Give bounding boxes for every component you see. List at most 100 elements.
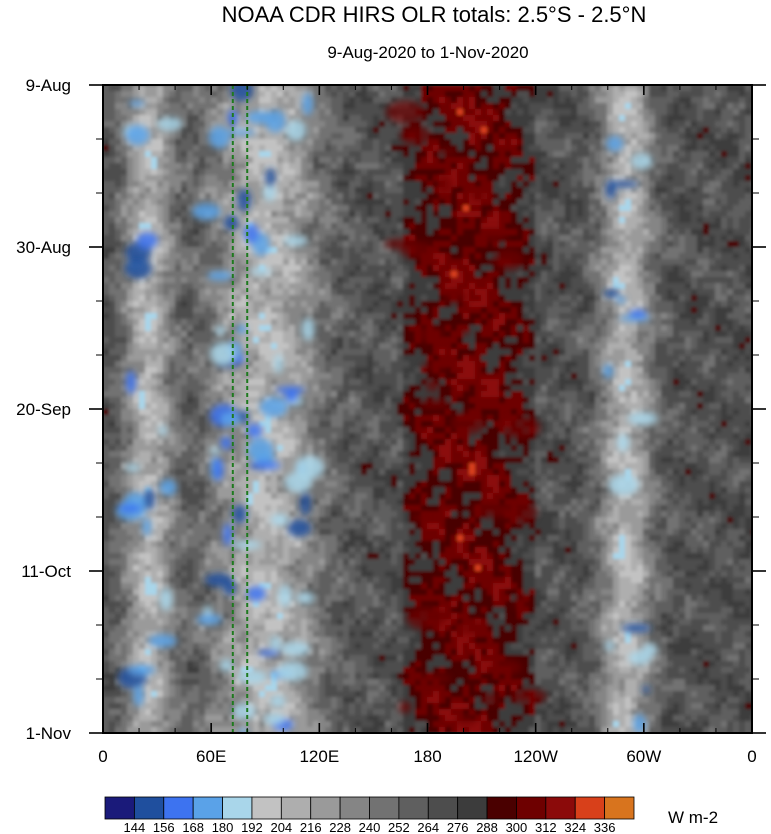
olr-cell (541, 343, 548, 350)
olr-cell (595, 289, 602, 296)
olr-cell (127, 121, 134, 128)
olr-cell (739, 115, 746, 122)
olr-cell (121, 175, 128, 182)
olr-cell (655, 325, 662, 332)
olr-cell (625, 121, 632, 128)
olr-cell (235, 109, 242, 116)
olr-cell (211, 223, 218, 230)
olr-cell (685, 235, 692, 242)
olr-cell (199, 181, 206, 188)
olr-cell (181, 307, 188, 314)
olr-cell (667, 85, 674, 92)
olr-cell (517, 283, 524, 290)
olr-cell (541, 241, 548, 248)
olr-cell (739, 265, 746, 272)
olr-cell (145, 223, 152, 230)
olr-cell (601, 301, 608, 308)
olr-cell (307, 163, 314, 170)
olr-cell (109, 115, 116, 122)
olr-cell (451, 103, 458, 110)
olr-cell (589, 97, 596, 104)
olr-cell (613, 205, 620, 212)
olr-cell (469, 175, 476, 182)
olr-cell (271, 151, 278, 158)
olr-cell (643, 193, 650, 200)
olr-cell (109, 223, 116, 230)
olr-cell (463, 223, 470, 230)
olr-cell (265, 349, 272, 356)
olr-cell (349, 301, 356, 308)
olr-cell (625, 205, 632, 212)
olr-cell (739, 157, 746, 164)
olr-cell (715, 217, 722, 224)
olr-cell (169, 289, 176, 296)
olr-cell (643, 307, 650, 314)
olr-cell (271, 241, 278, 248)
olr-cell (313, 181, 320, 188)
olr-cell (613, 253, 620, 260)
olr-cell (367, 319, 374, 326)
olr-cell (115, 343, 122, 350)
olr-cell (355, 325, 362, 332)
olr-cell (469, 217, 476, 224)
olr-cell (409, 313, 416, 320)
olr-cell (643, 127, 650, 134)
olr-cell (433, 169, 440, 176)
olr-cell (397, 307, 404, 314)
olr-cell (715, 307, 722, 314)
olr-cell (175, 277, 182, 284)
olr-cell (379, 163, 386, 170)
olr-cell (145, 97, 152, 104)
olr-cell (247, 109, 254, 116)
olr-cell (487, 91, 494, 98)
olr-cell (673, 103, 680, 110)
olr-cell (139, 313, 146, 320)
olr-cell (457, 271, 464, 278)
olr-cell (679, 283, 686, 290)
olr-cell (535, 331, 542, 338)
olr-cell (349, 229, 356, 236)
olr-cell (325, 253, 332, 260)
olr-cell (457, 229, 464, 236)
olr-cell (499, 109, 506, 116)
olr-cell (649, 199, 656, 206)
olr-cell (595, 319, 602, 326)
olr-cell (115, 109, 122, 116)
olr-cell (565, 349, 572, 356)
olr-cell (277, 97, 284, 104)
olr-cell (403, 355, 410, 362)
olr-cell (637, 343, 644, 350)
olr-cell (703, 259, 710, 266)
olr-cell (385, 313, 392, 320)
olr-cell (577, 301, 584, 308)
olr-cell (385, 187, 392, 194)
olr-cell (151, 121, 158, 128)
olr-cell (607, 307, 614, 314)
olr-cell (631, 169, 638, 176)
olr-cell (337, 121, 344, 128)
olr-cell (379, 109, 386, 116)
olr-cell (535, 337, 542, 344)
olr-cell (169, 247, 176, 254)
olr-cell (205, 331, 212, 338)
olr-cell (145, 187, 152, 194)
olr-cell (685, 295, 692, 302)
olr-cell (235, 145, 242, 152)
olr-cell (541, 253, 548, 260)
olr-cell (151, 151, 158, 158)
olr-cell (253, 319, 260, 326)
olr-cell (643, 319, 650, 326)
olr-cell (637, 283, 644, 290)
olr-cell (223, 283, 230, 290)
olr-cell (301, 247, 308, 254)
olr-cell (181, 103, 188, 110)
olr-cell (625, 349, 632, 356)
olr-cell (505, 139, 512, 146)
olr-cell (739, 313, 746, 320)
olr-cell (511, 109, 518, 116)
olr-cell (277, 325, 284, 332)
olr-cell (469, 253, 476, 260)
olr-cell (433, 241, 440, 248)
olr-cell (379, 241, 386, 248)
olr-cell (361, 313, 368, 320)
